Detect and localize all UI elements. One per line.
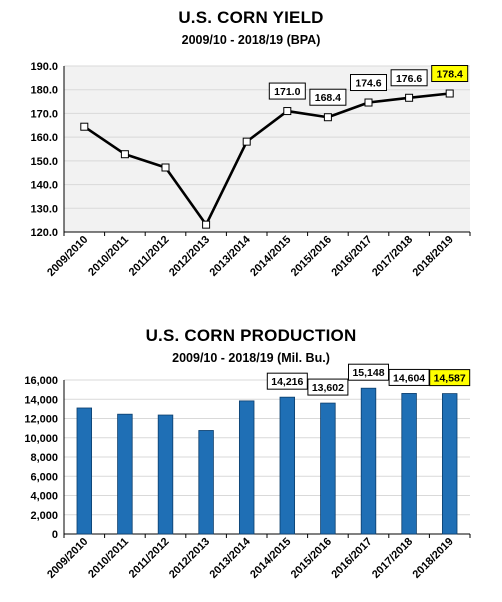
- x-tick-label: 2018/2019: [411, 536, 456, 581]
- corn-yield-chart: U.S. CORN YIELD 2009/10 - 2018/19 (BPA) …: [0, 0, 502, 300]
- y-tick-label: 2,000: [30, 510, 58, 522]
- bar: [157, 414, 174, 535]
- data-point: [120, 150, 129, 159]
- data-label-box: [348, 363, 389, 381]
- x-tick-label: 2013/2014: [208, 535, 254, 581]
- y-tick-label: 10,000: [24, 433, 58, 445]
- data-label: 178.4: [437, 69, 463, 81]
- y-tick-label: 180.0: [30, 85, 58, 97]
- data-label-box: [307, 378, 349, 396]
- data-point: [323, 113, 332, 122]
- data-label-box: [388, 368, 430, 386]
- x-tick-label: 2017/2018: [370, 234, 415, 279]
- yield-plot: 120.0 130.0 140.0 150.0 160.0 170.0 180.0 190.0…: [30, 61, 471, 279]
- data-label-box: [350, 74, 387, 92]
- x-tick-label: 2018/2019: [411, 234, 456, 279]
- y-tick-label: 130.0: [30, 203, 58, 215]
- data-label: 13,602: [312, 382, 344, 394]
- y-tick-label: 12,000: [24, 414, 58, 426]
- x-tick-label: 2012/2013: [167, 234, 212, 279]
- y-tick-label: 4,000: [30, 491, 58, 503]
- data-label-box: [390, 69, 428, 87]
- data-point: [364, 98, 373, 107]
- bar: [401, 393, 417, 535]
- data-label: 14,604: [393, 372, 425, 384]
- data-label: 15,148: [352, 367, 384, 379]
- y-tick-label: 8,000: [30, 452, 58, 464]
- y-tick-label: 0: [52, 529, 58, 541]
- x-tick-label: 2015/2016: [289, 536, 334, 581]
- y-tick-label: 120.0: [30, 227, 58, 239]
- y-tick-label: 140.0: [30, 180, 58, 192]
- x-tick-label: 2011/2012: [127, 536, 172, 581]
- chart-subtitle: 2009/10 - 2018/19 (Mil. Bu.): [172, 351, 330, 365]
- data-label: 174.6: [355, 78, 381, 90]
- x-tick-label: 2016/2017: [329, 234, 374, 279]
- corn-production-chart: U.S. CORN PRODUCTION 2009/10 - 2018/19 (…: [0, 318, 502, 602]
- data-label-box: [266, 372, 308, 390]
- y-tick-label: 170.0: [30, 108, 58, 120]
- series-line: [83, 92, 450, 226]
- x-tick-label: 2011/2012: [127, 234, 172, 279]
- x-tick-label: 2016/2017: [329, 536, 374, 581]
- data-point: [202, 220, 211, 229]
- data-label: 176.6: [396, 73, 422, 85]
- x-tick-label: 2014/2015: [248, 234, 293, 279]
- data-label: 14,216: [271, 376, 303, 388]
- y-tick-label: 16,000: [24, 375, 58, 387]
- data-point: [161, 163, 170, 172]
- plot-area: [64, 66, 470, 232]
- y-tick-label: 190.0: [30, 61, 58, 73]
- data-label-box: [309, 88, 347, 106]
- data-point: [445, 89, 454, 98]
- chart-subtitle: 2009/10 - 2018/19 (BPA): [181, 33, 321, 47]
- y-tick-label: 14,000: [24, 394, 58, 406]
- x-tick-label: 2010/2011: [86, 536, 131, 581]
- data-label-box: [431, 65, 469, 83]
- bar: [320, 402, 336, 535]
- data-label-box: [429, 369, 471, 387]
- data-label-box: [268, 82, 306, 100]
- bar: [76, 407, 93, 535]
- x-tick-label: 2014/2015: [248, 536, 293, 581]
- bar: [279, 396, 296, 535]
- y-tick-label: 160.0: [30, 132, 58, 144]
- data-label: 171.0: [274, 86, 300, 98]
- x-tick-label: 2012/2013: [167, 536, 212, 581]
- x-tick-label: 2009/2010: [45, 536, 90, 581]
- data-point: [80, 122, 89, 131]
- bar: [117, 413, 133, 535]
- bar: [441, 393, 458, 535]
- bar: [360, 387, 377, 535]
- y-tick-label: 6,000: [30, 471, 58, 483]
- bar: [198, 430, 214, 535]
- data-point: [405, 93, 414, 102]
- data-point: [283, 107, 292, 116]
- chart-title: U.S. CORN PRODUCTION: [145, 326, 357, 345]
- bar: [238, 400, 255, 535]
- x-tick-label: 2009/2010: [45, 234, 90, 279]
- x-tick-label: 2017/2018: [370, 536, 415, 581]
- x-tick-label: 2010/2011: [86, 234, 131, 279]
- chart-title: U.S. CORN YIELD: [178, 8, 324, 27]
- x-tick-label: 2013/2014: [208, 233, 254, 279]
- data-label: 168.4: [315, 92, 341, 104]
- production-plot: 0 2,000 4,000 6,000 8,000 10,000 12,000 14,000 1…: [24, 363, 471, 581]
- x-tick-label: 2015/2016: [289, 234, 334, 279]
- data-point: [242, 137, 251, 146]
- y-tick-label: 150.0: [30, 156, 58, 168]
- data-label: 14,587: [434, 373, 466, 385]
